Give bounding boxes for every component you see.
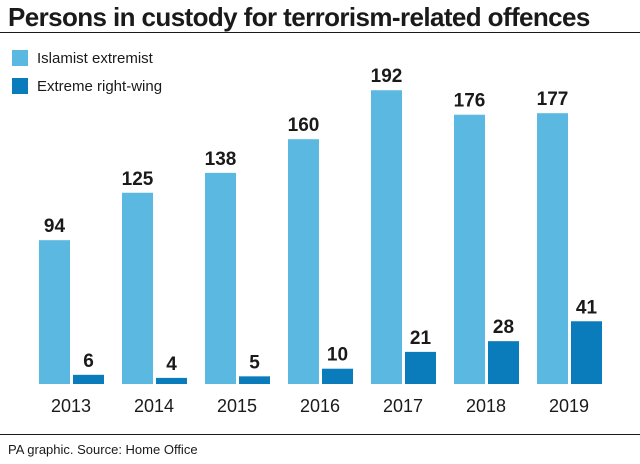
bar-right-wing-2016 [322,368,353,384]
bar-islamist-2015 [205,172,236,384]
data-label-right-wing-2015: 5 [249,352,260,373]
data-label-right-wing-2013: 6 [83,351,94,372]
x-tick-label-2016: 2016 [300,396,340,416]
title-divider [0,32,640,33]
footer-divider [0,434,640,435]
chart-title: Persons in custody for terrorism-related… [8,2,590,32]
bar-islamist-2016 [288,139,319,384]
legend-swatch-islamist [12,50,28,66]
x-tick-label-2014: 2014 [134,396,174,416]
data-label-islamist-2013: 94 [44,216,66,237]
bar-right-wing-2018 [488,341,519,384]
data-label-right-wing-2017: 21 [410,328,432,349]
data-label-islamist-2018: 176 [454,91,486,112]
data-label-right-wing-2019: 41 [576,297,598,318]
bar-right-wing-2013 [73,374,104,384]
legend-label-right-wing: Extreme right-wing [37,77,163,95]
bar-islamist-2017 [371,90,402,385]
data-label-islamist-2015: 138 [205,149,237,170]
data-label-islamist-2017: 192 [371,66,403,87]
bar-islamist-2019 [537,113,568,384]
data-label-islamist-2019: 177 [537,89,569,110]
bar-right-wing-2014 [156,377,187,384]
bar-islamist-2014 [122,192,153,384]
legend-item-right-wing: Extreme right-wing [12,72,162,100]
data-label-islamist-2016: 160 [288,115,320,136]
x-tick-label-2015: 2015 [217,396,257,416]
legend-swatch-right-wing [12,78,28,94]
bar-islamist-2013 [39,240,70,384]
legend-label-islamist: Islamist extremist [37,49,153,67]
bar-right-wing-2019 [571,321,602,384]
x-tick-label-2018: 2018 [466,396,506,416]
x-tick-label-2019: 2019 [549,396,589,416]
bar-islamist-2018 [454,114,485,384]
data-label-right-wing-2016: 10 [327,345,348,366]
bar-right-wing-2015 [239,376,270,384]
data-label-right-wing-2014: 4 [166,354,177,375]
data-label-right-wing-2018: 28 [493,317,514,338]
x-tick-label-2013: 2013 [51,396,91,416]
legend-item-islamist: Islamist extremist [12,44,162,72]
legend: Islamist extremist Extreme right-wing [12,44,162,100]
bar-right-wing-2017 [405,351,436,384]
source-note: PA graphic. Source: Home Office [8,442,198,457]
data-label-islamist-2014: 125 [122,169,154,190]
x-tick-label-2017: 2017 [383,396,423,416]
